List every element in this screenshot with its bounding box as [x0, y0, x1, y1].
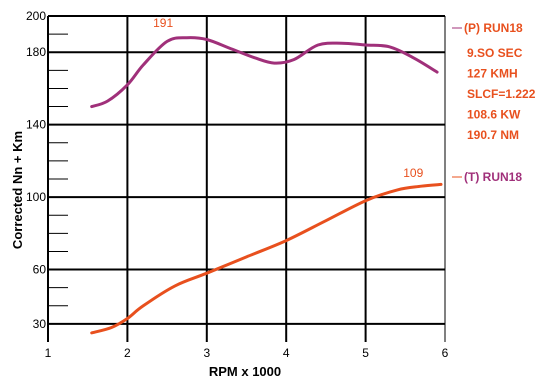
info-line: 9.SO SEC — [467, 46, 523, 60]
info-line: 108.6 KW — [467, 108, 521, 122]
chart-grid — [47, 15, 446, 342]
y-tick-label: 180 — [26, 45, 46, 59]
peak-label: 109 — [403, 166, 423, 180]
x-tick-label: 6 — [442, 346, 449, 360]
x-tick-label: 2 — [124, 346, 131, 360]
peak-label: 191 — [153, 16, 173, 30]
y-minor-ticks — [48, 33, 68, 325]
y-tick-label: 30 — [33, 317, 47, 331]
x-tick-labels: 1 2 3 4 5 6 — [45, 346, 449, 360]
y-tick-label: 140 — [26, 118, 46, 132]
x-tick-label: 1 — [45, 346, 52, 360]
legend: (P) RUN18 (T) RUN18 9.SO SEC 127 KMH SLCF=1.… — [452, 21, 536, 184]
power-curve — [90, 36, 439, 109]
legend-label: (T) RUN18 — [464, 170, 522, 184]
chart-series — [90, 36, 443, 335]
x-tick-label: 5 — [362, 346, 369, 360]
info-line: 190.7 NM — [467, 128, 519, 142]
y-tick-labels: 200 180 140 100 60 30 — [26, 9, 46, 331]
x-axis-label: RPM x 1000 — [209, 364, 281, 379]
y-tick-label: 200 — [26, 9, 46, 23]
info-line: 127 KMH — [467, 67, 518, 81]
x-tick-label: 4 — [283, 346, 290, 360]
y-tick-label: 60 — [33, 263, 47, 277]
torque-curve — [90, 182, 443, 335]
info-line: SLCF=1.222 — [467, 87, 536, 101]
y-axis-label: Corrected Nn + Km — [10, 131, 25, 249]
peak-annotations: 191 109 — [153, 16, 423, 180]
y-tick-label: 100 — [26, 190, 46, 204]
legend-label: (P) RUN18 — [464, 21, 523, 35]
x-tick-label: 3 — [203, 346, 210, 360]
